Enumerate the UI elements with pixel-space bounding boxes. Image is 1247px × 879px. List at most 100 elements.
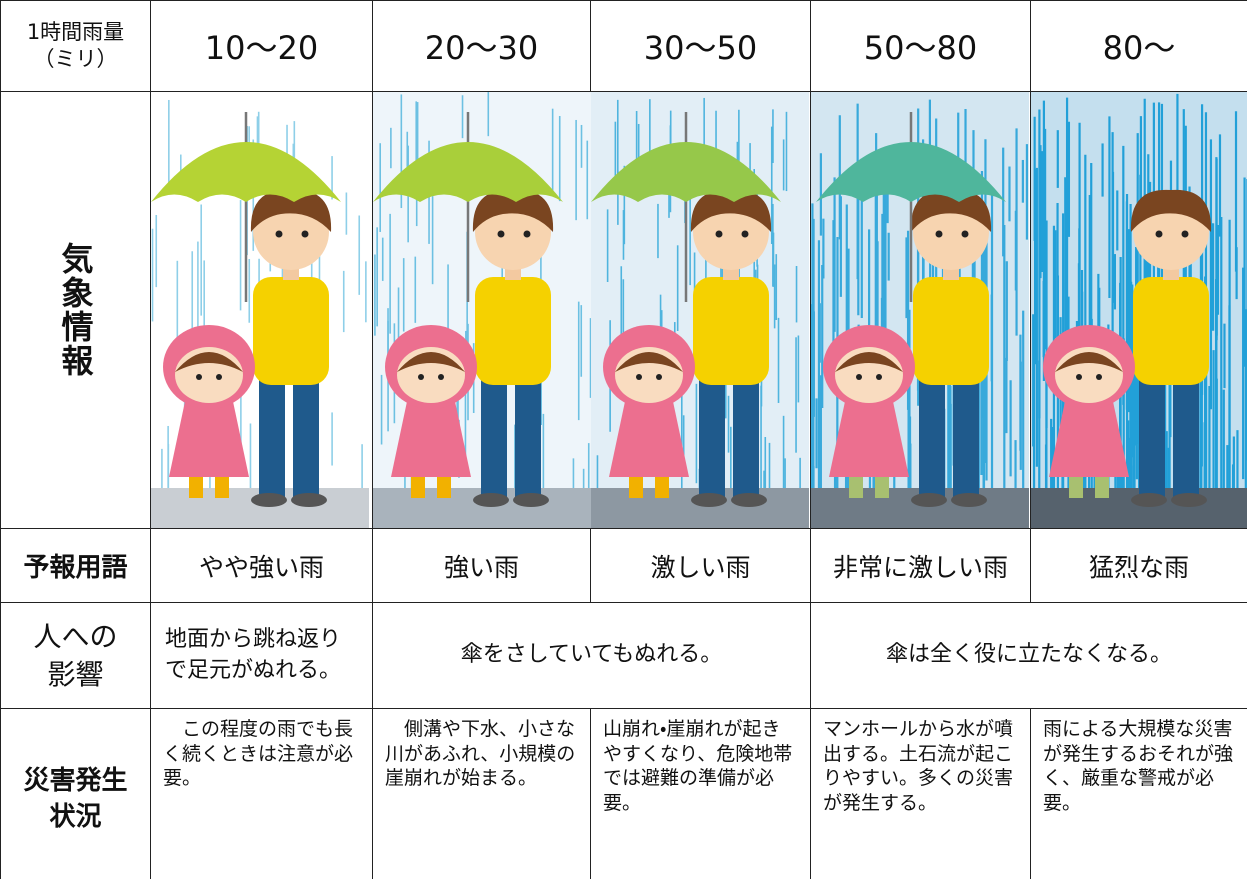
eye [438,374,444,380]
eye [1155,230,1163,238]
girl-boot [655,472,669,498]
term: やや強い雨 [150,528,373,603]
girl-boot [189,472,203,498]
girl-coat [829,392,909,477]
eye [523,230,531,238]
man-body [693,277,769,385]
girl-coat [609,392,689,477]
umbrella-canopy [816,142,1006,202]
man-legs [515,377,541,497]
man-shoe [691,493,727,507]
label-text: 気象情報 [56,242,95,378]
term: 非常に激しい雨 [810,528,1031,603]
man-legs [293,377,319,497]
row-label: 災害発生 状況 [0,708,151,879]
impact: 傘は全く役に立たなくなる。 [810,602,1247,709]
impact: 傘をさしていてもぬれる。 [372,602,811,709]
illustration-cell [810,91,1031,529]
man-hair [250,189,332,232]
header-label: 1時間雨量 （ミリ） [0,0,151,92]
eye [656,374,662,380]
eye [961,230,969,238]
man-legs [919,377,945,497]
man-legs [1173,377,1199,497]
girl-boot [1095,472,1109,498]
man-shoe [911,493,947,507]
eye [1181,230,1189,238]
disaster: マンホールから水が噴出する。土石流が起こりやすい。多くの災害が発生する。 [810,708,1031,879]
man-legs [699,377,725,497]
impact-row: 人への 影響 地面から跳ね返りで足元がぬれる。 傘をさしていてもぬれる。 傘は全く… [0,602,1247,709]
girl-boot [215,472,229,498]
term: 激しい雨 [590,528,811,603]
umbrella-canopy [151,142,341,202]
eye [1096,374,1102,380]
man-shoe [1131,493,1167,507]
range: 80〜 [1030,0,1247,92]
girl-coat [1049,392,1129,477]
eye [497,230,505,238]
eye [741,230,749,238]
weather-row: 気象情報 [0,91,1247,529]
man-body [1133,277,1209,385]
range: 30〜50 [590,0,811,92]
girl-hair [1055,352,1123,372]
row-label: 予報用語 [0,528,151,603]
man-hair [1130,189,1212,232]
eye [196,374,202,380]
girl-coat [391,392,471,477]
illustration-cell [150,91,373,529]
girl-coat [169,392,249,477]
disaster: この程度の雨でも長く続くときは注意が必要。 [150,708,373,879]
label-line: 影響 [47,657,104,691]
girl-boot [629,472,643,498]
illustration-cell [1030,91,1247,529]
illustration [591,92,809,528]
term: 強い雨 [372,528,591,603]
label-line: 1時間雨量 [26,19,125,44]
girl-boot [1069,472,1083,498]
man-body [913,277,989,385]
girl-hair [397,352,465,372]
eye [935,230,943,238]
term: 猛烈な雨 [1030,528,1247,603]
man-legs [259,377,285,497]
eye [275,230,283,238]
man-shoe [513,493,549,507]
girl-hair [835,352,903,372]
man-shoe [731,493,767,507]
eye [856,374,862,380]
man-legs [1139,377,1165,497]
man-legs [481,377,507,497]
umbrella-canopy [373,142,563,202]
eye [1076,374,1082,380]
illustration [1031,92,1247,528]
man-shoe [951,493,987,507]
girl-boot [437,472,451,498]
illustration-cell [590,91,811,529]
header-row: 1時間雨量 （ミリ） 10〜20 20〜30 30〜50 50〜80 80〜 [0,0,1247,92]
illustration [811,92,1029,528]
disaster: 山崩れ・崖崩れが起きやすくなり、危険地帯では避難の準備が必要。 [590,708,811,879]
man-body [475,277,551,385]
girl-boot [411,472,425,498]
disaster: 側溝や下水、小さな川があふれ、小規模の崖崩れが始まる。 [372,708,591,879]
row-label: 人への 影響 [0,602,151,709]
disaster: 雨による大規模な災害が発生するおそれが強く、厳重な警戒が必要。 [1030,708,1247,879]
man-shoe [1171,493,1207,507]
label-line: 状況 [49,801,102,832]
eye [301,230,309,238]
man-hair [690,189,772,232]
eye [876,374,882,380]
umbrella-canopy [591,142,781,202]
girl-boot [875,472,889,498]
man-legs [733,377,759,497]
range: 10〜20 [150,0,373,92]
illustration-cell [372,91,591,529]
illustration [373,92,591,528]
disaster-row: 災害発生 状況 この程度の雨でも長く続くときは注意が必要。 側溝や下水、小さな川が… [0,708,1247,879]
row-label: 気象情報 [0,91,151,529]
man-hair [910,189,992,232]
